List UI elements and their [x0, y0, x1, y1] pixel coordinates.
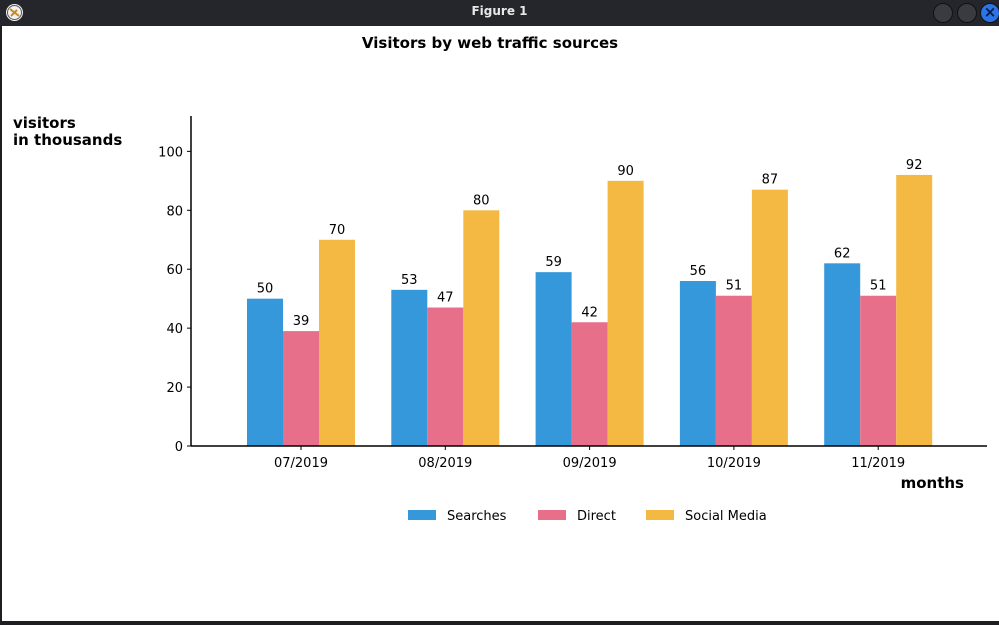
bar — [391, 289, 428, 446]
x-tick-label: 10/2019 — [707, 456, 761, 471]
bar — [283, 331, 319, 446]
x-tick-label: 09/2019 — [563, 456, 617, 471]
legend-swatch — [408, 510, 436, 520]
bar — [535, 272, 572, 446]
data-label: 39 — [293, 314, 310, 329]
y-tick-label: 80 — [166, 204, 183, 219]
bar — [463, 210, 500, 446]
legend-label: Searches — [447, 509, 507, 524]
x-axis-label: months — [901, 474, 964, 492]
data-label: 92 — [906, 158, 923, 173]
app-logo-icon — [6, 4, 23, 21]
bar — [860, 295, 897, 446]
data-label: 51 — [870, 279, 887, 294]
x-axis: 07/2019 08/2019 09/2019 10/2019 11/2019 — [191, 445, 987, 471]
y-tick-label: 20 — [166, 381, 183, 396]
y-tick-label: 100 — [158, 145, 183, 160]
y-tick-label: 0 — [175, 440, 183, 455]
y-axis: 0 20 40 60 80 100 — [158, 116, 192, 455]
legend-label: Direct — [577, 509, 616, 524]
close-icon: × — [983, 3, 997, 21]
bar — [896, 174, 933, 446]
minimize-button[interactable] — [933, 3, 953, 23]
x-tick-label: 11/2019 — [851, 456, 905, 471]
legend: Searches Direct Social Media — [408, 509, 767, 524]
data-label: 62 — [834, 246, 851, 261]
y-axis-label-line: in thousands — [13, 131, 122, 149]
bar — [247, 298, 283, 446]
data-label: 56 — [690, 264, 707, 279]
y-tick-label: 40 — [166, 322, 183, 337]
bar — [824, 263, 861, 446]
bar — [319, 239, 355, 446]
bar — [571, 322, 608, 446]
bar — [751, 189, 788, 447]
data-label: 70 — [329, 223, 346, 238]
bar-chart: Visitors by web traffic sources visitors… — [13, 34, 987, 524]
legend-swatch — [538, 510, 566, 520]
data-label: 90 — [617, 164, 634, 179]
window-titlebar: Figure 1 × — [0, 0, 999, 26]
data-label: 80 — [473, 193, 490, 208]
data-label: 59 — [545, 255, 562, 270]
bar — [427, 307, 464, 446]
data-label: 51 — [726, 279, 743, 294]
legend-label: Social Media — [685, 509, 767, 524]
y-axis-label: visitors in thousands — [13, 114, 122, 149]
chart-title: Visitors by web traffic sources — [362, 34, 618, 52]
data-label: 53 — [401, 273, 418, 288]
bars-group: 50 39 70 53 47 80 59 42 90 56 51 87 62 51 92 — [247, 158, 933, 447]
data-label: 50 — [257, 282, 274, 297]
legend-swatch — [646, 510, 674, 520]
data-label: 42 — [581, 305, 598, 320]
y-tick-label: 60 — [166, 263, 183, 278]
x-tick-label: 08/2019 — [418, 456, 472, 471]
y-axis-label-line: visitors — [13, 114, 76, 132]
maximize-button[interactable] — [957, 3, 977, 23]
bar — [679, 281, 716, 446]
bar — [607, 180, 644, 447]
close-button[interactable]: × — [980, 3, 999, 23]
x-tick-label: 07/2019 — [274, 456, 328, 471]
data-label: 47 — [437, 291, 454, 306]
window-title: Figure 1 — [471, 4, 528, 18]
data-label: 87 — [762, 173, 779, 188]
bar — [715, 295, 752, 446]
figure-canvas: Visitors by web traffic sources visitors… — [2, 26, 999, 621]
